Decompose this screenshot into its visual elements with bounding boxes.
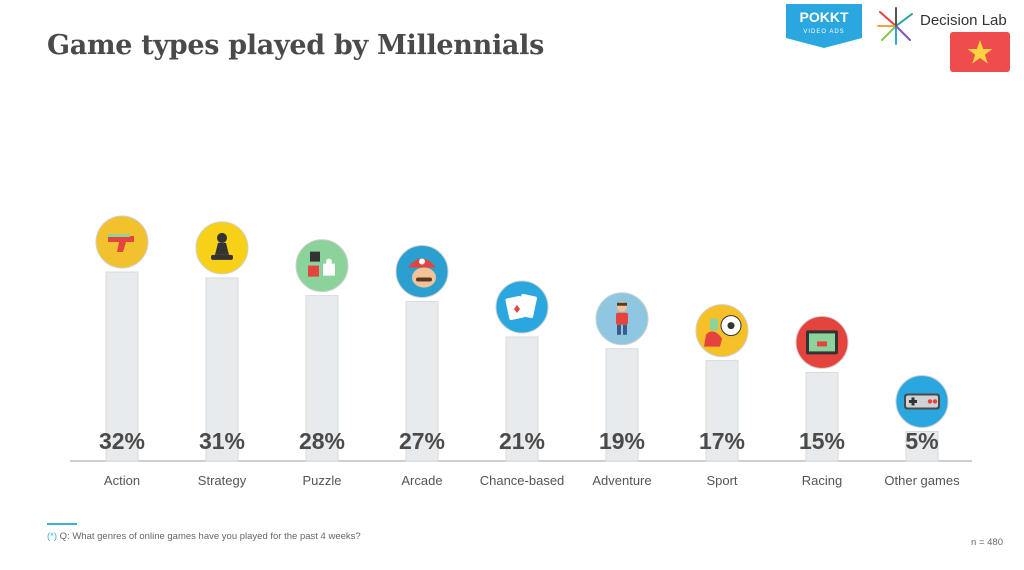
puzzle-pieces-icon — [295, 239, 349, 293]
pistol-icon — [95, 215, 149, 269]
pokkt-logo: POKKT VIDEO ADS — [786, 4, 862, 48]
category-label: Strategy — [198, 473, 247, 488]
value-label: 28% — [299, 428, 345, 454]
value-label: 19% — [599, 428, 645, 454]
footnote-text: Q: What genres of online games have you … — [59, 531, 361, 542]
chess-pawn-icon — [195, 221, 249, 275]
sample-size: n = 480 — [971, 537, 1003, 548]
bar-sport — [705, 360, 739, 462]
flag-star-icon — [967, 40, 993, 64]
bar-action — [105, 271, 139, 462]
racing-screen-icon — [795, 315, 849, 369]
game-controller-icon — [895, 374, 949, 428]
bar-adventure — [605, 348, 639, 462]
bar-arcade — [405, 301, 439, 462]
category-label: Other games — [884, 473, 960, 488]
bar-racing — [805, 371, 839, 462]
bar-chance-based — [505, 336, 539, 462]
adventurer-icon — [595, 292, 649, 346]
category-label: Sport — [706, 473, 737, 488]
playing-cards-icon — [495, 280, 549, 334]
category-label: Action — [104, 473, 140, 488]
bar-strategy — [205, 277, 239, 462]
decision-lab-logo — [877, 7, 913, 45]
category-label: Arcade — [401, 473, 442, 488]
svg-text:POKKT: POKKT — [800, 9, 849, 25]
category-label: Chance-based — [480, 473, 565, 488]
footnote: (*) Q: What genres of online games have … — [47, 531, 361, 542]
footnote-marker: (*) — [47, 531, 58, 542]
footnote-accent-line — [47, 523, 77, 525]
category-label: Adventure — [592, 473, 651, 488]
bar-other-games — [905, 430, 939, 462]
soccer-icon — [695, 304, 749, 358]
value-label: 5% — [905, 428, 938, 454]
value-label: 27% — [399, 428, 445, 454]
category-label: Puzzle — [302, 473, 341, 488]
category-label: Racing — [802, 473, 842, 488]
mario-icon — [395, 245, 449, 299]
value-label: 31% — [199, 428, 245, 454]
chart-title: Game types played by Millennials — [47, 30, 544, 61]
value-label: 32% — [99, 428, 145, 454]
svg-text:VIDEO ADS: VIDEO ADS — [803, 29, 844, 35]
value-label: 15% — [799, 428, 845, 454]
bar-puzzle — [305, 295, 339, 462]
vietnam-flag — [950, 32, 1010, 72]
decision-lab-name: Decision Lab — [920, 12, 1007, 29]
value-label: 21% — [499, 428, 545, 454]
value-label: 17% — [699, 428, 745, 454]
